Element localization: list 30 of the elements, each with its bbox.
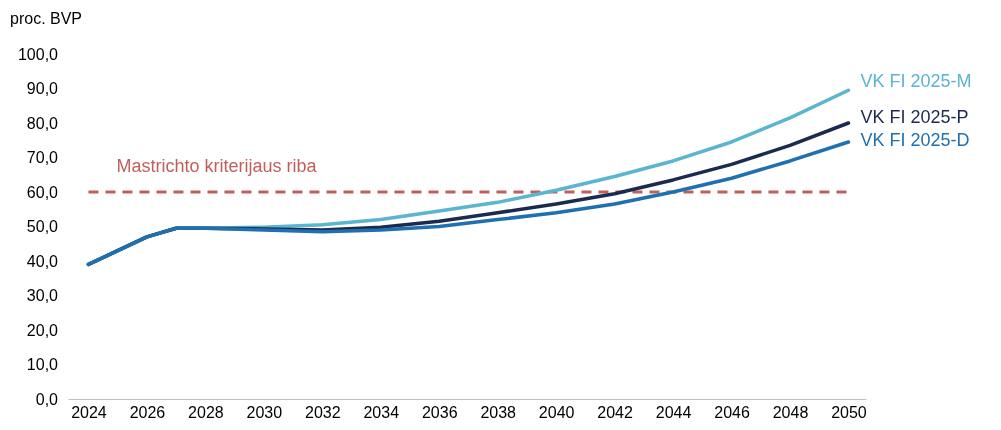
y-tick-label: 70,0 bbox=[26, 149, 59, 167]
x-tick-label: 2046 bbox=[714, 404, 750, 422]
x-tick-label: 2026 bbox=[129, 404, 166, 422]
x-tick-label: 2038 bbox=[480, 404, 517, 422]
x-tick-label: 2032 bbox=[305, 404, 341, 422]
y-tick-label: 40,0 bbox=[26, 252, 59, 270]
y-axis-title: proc. BVP bbox=[10, 10, 83, 27]
ref-line-label: Mastrichto kriterijaus riba bbox=[116, 156, 318, 176]
x-tick-label: 2034 bbox=[363, 404, 400, 422]
series-label: VK FI 2025-P bbox=[860, 107, 969, 127]
x-tick-label: 2044 bbox=[655, 404, 692, 422]
x-tick-label: 2036 bbox=[421, 404, 458, 422]
series-label: VK FI 2025-M bbox=[860, 71, 972, 92]
x-tick-label: 2028 bbox=[188, 404, 224, 422]
x-tick-label: 2048 bbox=[772, 404, 809, 422]
x-tick-label: 2050 bbox=[831, 404, 867, 422]
x-tick-label: 2042 bbox=[597, 404, 634, 422]
y-tick-label: 80,0 bbox=[26, 114, 59, 132]
y-tick-label: 50,0 bbox=[26, 218, 59, 236]
y-tick-label: 100,0 bbox=[17, 45, 59, 63]
series-label: VK FI 2025-D bbox=[860, 129, 970, 150]
y-tick-label: 60,0 bbox=[26, 183, 59, 201]
y-tick-label: 0,0 bbox=[35, 390, 59, 408]
y-tick-label: 20,0 bbox=[26, 321, 59, 339]
x-tick-label: 2030 bbox=[246, 404, 283, 422]
y-tick-label: 30,0 bbox=[26, 287, 59, 305]
y-tick-label: 10,0 bbox=[26, 356, 59, 374]
x-tick-label: 2024 bbox=[71, 404, 107, 422]
y-tick-label: 90,0 bbox=[26, 80, 59, 98]
x-tick-label: 2040 bbox=[538, 404, 575, 422]
